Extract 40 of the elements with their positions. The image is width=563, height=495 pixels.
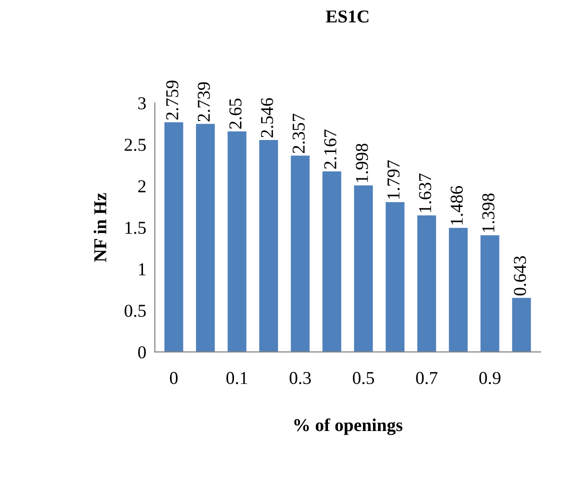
y-tick-label: 0 [138, 346, 146, 358]
bar [259, 140, 278, 352]
data-label: 2.357 [292, 114, 305, 154]
bar [480, 235, 500, 352]
x-tick-label: 0.5 [352, 372, 374, 384]
bar [228, 131, 246, 352]
y-tick-label: 0.5 [124, 304, 146, 317]
y-tick-label: 1.5 [126, 222, 146, 234]
bar [290, 156, 310, 352]
bar [354, 185, 373, 352]
x-tick-label: 0.9 [479, 372, 500, 384]
y-tick-label: 3 [138, 97, 146, 110]
x-tick-label: 0.1 [226, 372, 248, 384]
data-label: 1.486 [450, 186, 463, 225]
x-tick-label: 0.7 [416, 372, 438, 384]
y-tick-label: 2 [138, 180, 146, 192]
x-tick-label: 0 [170, 372, 178, 384]
bar [322, 171, 342, 352]
data-label: 1.637 [419, 173, 432, 212]
data-label: 2.167 [324, 130, 336, 169]
y-tick-label: 1 [139, 263, 146, 276]
bar [417, 215, 436, 352]
y-tick-label: 2.5 [124, 138, 146, 151]
bar [448, 228, 468, 352]
chart-title: ES1C [326, 10, 368, 23]
data-label: 0.643 [514, 256, 526, 296]
data-label: 2.759 [166, 80, 178, 120]
data-label: 1.398 [482, 193, 494, 232]
x-axis-title: % of openings [294, 418, 402, 436]
y-axis-title: NF in Hz [94, 193, 106, 262]
bar [512, 298, 531, 352]
bar [386, 202, 404, 352]
data-label: 1.998 [356, 144, 368, 182]
bar [164, 122, 184, 352]
data-label: 2.739 [198, 82, 210, 122]
data-label: 2.546 [261, 98, 274, 138]
bar [196, 124, 215, 352]
data-label: 2.65 [229, 98, 242, 129]
x-tick-label: 0.3 [290, 372, 311, 384]
data-label: 1.797 [387, 160, 400, 199]
